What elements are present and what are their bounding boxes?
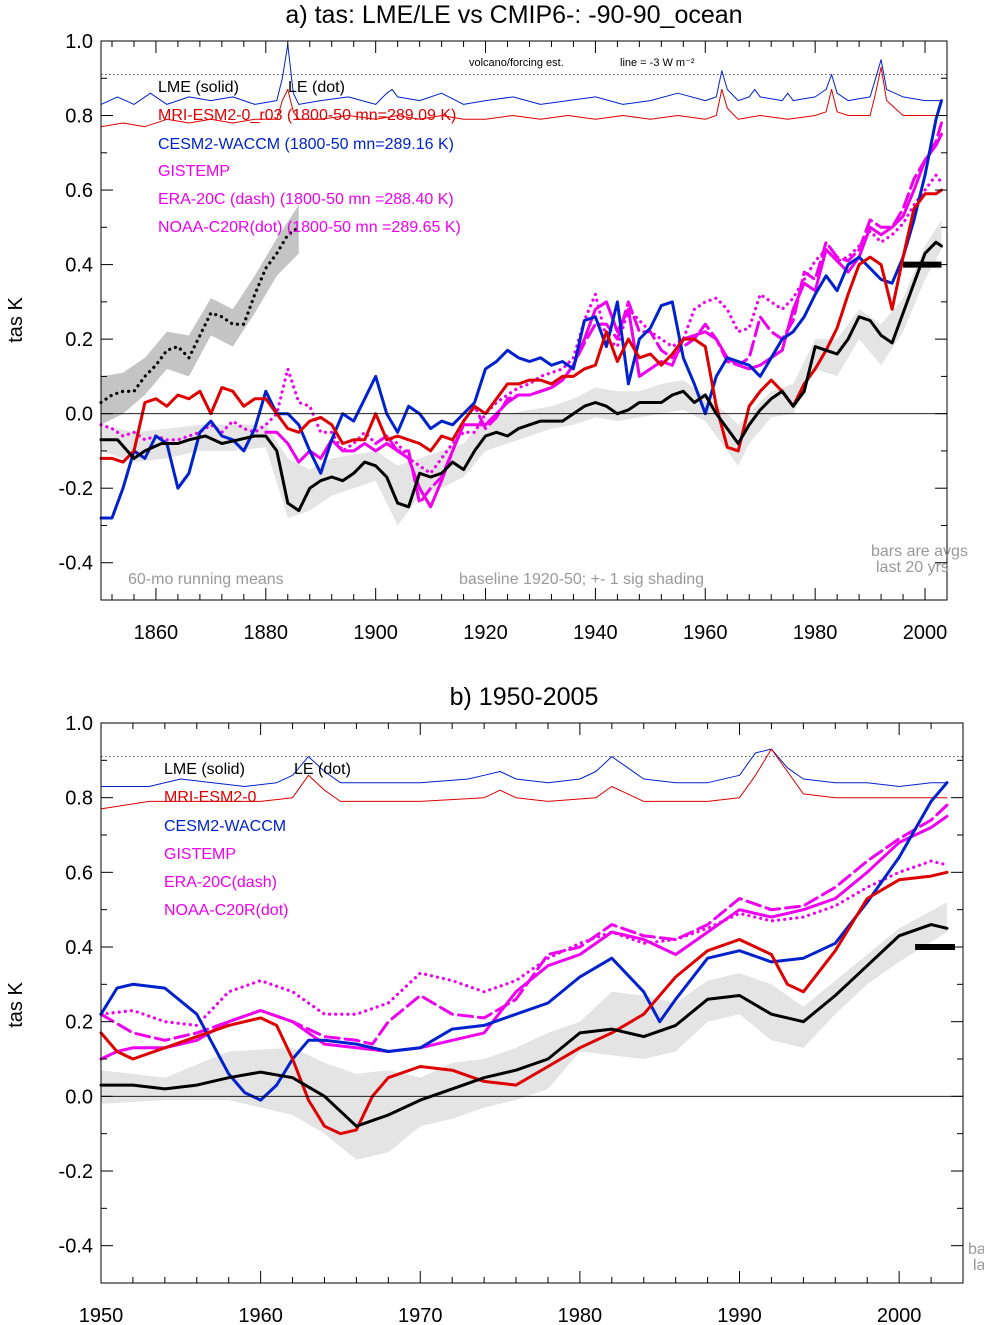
y-tick-label: 0.2 bbox=[65, 1012, 93, 1034]
sigma-shading bbox=[101, 902, 947, 1160]
legend-b-cesm: CESM2-WACCM bbox=[164, 818, 286, 835]
volcano-label: volcano/forcing est. bbox=[469, 57, 564, 69]
legend-b-noaa: NOAA-C20R(dot) bbox=[164, 902, 288, 919]
x-tick-label: 1860 bbox=[134, 622, 179, 644]
legend-noaa: NOAA-C20R(dot) (1800-50 mn =289.65 K) bbox=[158, 219, 461, 236]
bars-note-b-1: ba bbox=[968, 1241, 984, 1258]
y-tick-label: -0.4 bbox=[59, 553, 93, 575]
x-tick-label: 2000 bbox=[903, 622, 948, 644]
legend-b-le-header: LE (dot) bbox=[294, 761, 351, 778]
forcing-line-label: line = -3 W m⁻² bbox=[620, 57, 695, 69]
bars-note-2: last 20 yrs bbox=[876, 559, 949, 576]
series-lme_top bbox=[100, 748, 948, 810]
panel-b-ylabel: tas K bbox=[5, 982, 27, 1028]
legend-b-mri: MRI-ESM2-0 bbox=[164, 789, 257, 806]
panel-b-legend: LME (solid) LE (dot) MRI-ESM2-0 CESM2-WA… bbox=[164, 761, 351, 919]
panel-a-axes: -0.4 -0.2 0.0 0.2 0.4 0.6 0.8 1.0 1860 1880 1900 19… bbox=[59, 31, 948, 644]
y-tick-label: 0.4 bbox=[65, 937, 93, 959]
x-tick-label: 1980 bbox=[793, 622, 838, 644]
y-tick-label: 0.8 bbox=[65, 106, 93, 128]
bars-note-b-2: la bbox=[973, 1257, 984, 1274]
panel-a-title: a) tas: LME/LE vs CMIP6-: -90-90_ocean bbox=[285, 1, 742, 29]
x-tick-label: 1940 bbox=[573, 622, 618, 644]
series-le_top bbox=[100, 748, 948, 787]
panel-a-legend: LME (solid) LE (dot) MRI-ESM2-0_r03 (180… bbox=[158, 79, 461, 236]
y-tick-label: 0.4 bbox=[65, 255, 93, 277]
legend-le-header: LE (dot) bbox=[288, 79, 345, 96]
panel-b-shading bbox=[101, 902, 947, 1160]
series-mri bbox=[99, 870, 949, 1136]
running-means-note: 60-mo running means bbox=[128, 571, 284, 588]
legend-b-gistemp: GISTEMP bbox=[164, 846, 236, 863]
series-lme bbox=[99, 923, 949, 1128]
x-tick-label: 1950 bbox=[79, 1305, 124, 1325]
series-lme bbox=[99, 240, 943, 513]
series-gistemp bbox=[264, 132, 943, 509]
y-tick-label: 0.0 bbox=[65, 1086, 93, 1108]
plot-frame bbox=[100, 722, 964, 1284]
series-le_top bbox=[100, 44, 942, 105]
panel-a-ylabel: tas K bbox=[5, 297, 27, 343]
x-tick-label: 1920 bbox=[463, 622, 508, 644]
series-lme_top bbox=[100, 66, 942, 128]
x-tick-label: 1970 bbox=[398, 1305, 443, 1325]
x-tick-label: 1960 bbox=[683, 622, 728, 644]
panel-b-series bbox=[99, 748, 949, 1136]
legend-cesm: CESM2-WACCM (1800-50 mn=289.16 K) bbox=[158, 136, 454, 153]
x-tick-label: 2000 bbox=[877, 1305, 922, 1325]
le-shading bbox=[101, 205, 299, 425]
x-tick-label: 1990 bbox=[717, 1305, 762, 1325]
panel-b: b) 1950-2005 tas K -0.4 -0.2 0.0 0.2 0.4 0.6 0… bbox=[5, 683, 984, 1325]
legend-era: ERA-20C (dash) (1800-50 mn =288.40 K) bbox=[158, 191, 454, 208]
y-tick-label: 1.0 bbox=[65, 713, 93, 735]
legend-lme-header: LME (solid) bbox=[158, 79, 239, 96]
x-tick-label: 1900 bbox=[353, 622, 398, 644]
y-tick-label: 0.8 bbox=[65, 788, 93, 810]
panel-a-series bbox=[99, 44, 944, 520]
bars-note-1: bars are avgs bbox=[871, 543, 968, 560]
panel-b-title: b) 1950-2005 bbox=[450, 683, 599, 711]
legend-b-era: ERA-20C(dash) bbox=[164, 874, 277, 891]
legend-gistemp: GISTEMP bbox=[158, 163, 230, 180]
y-tick-label: -0.4 bbox=[59, 1236, 93, 1258]
y-tick-label: -0.2 bbox=[59, 478, 93, 500]
sigma-shading bbox=[101, 219, 942, 526]
y-tick-label: 0.6 bbox=[65, 862, 93, 884]
panel-a-shading bbox=[101, 205, 942, 526]
y-tick-label: 0.6 bbox=[65, 180, 93, 202]
legend-b-lme-header: LME (solid) bbox=[164, 761, 245, 778]
plot-frame bbox=[100, 40, 948, 601]
series-cesm bbox=[99, 781, 949, 1102]
series-noaa bbox=[99, 859, 949, 1028]
legend-mri: MRI-ESM2-0_r03 (1800-50 mn=289.09 K) bbox=[158, 107, 456, 124]
series-le bbox=[99, 225, 301, 405]
x-tick-label: 1880 bbox=[244, 622, 289, 644]
series-cesm bbox=[99, 99, 943, 520]
x-tick-label: 1980 bbox=[558, 1305, 603, 1325]
y-tick-label: 1.0 bbox=[65, 31, 93, 53]
y-tick-label: 0.0 bbox=[65, 404, 93, 426]
y-tick-label: 0.2 bbox=[65, 329, 93, 351]
y-tick-label: -0.2 bbox=[59, 1161, 93, 1183]
panel-a: a) tas: LME/LE vs CMIP6-: -90-90_ocean t… bbox=[5, 1, 968, 644]
panel-b-axes: -0.4 -0.2 0.0 0.2 0.4 0.6 0.8 1.0 1950 1960 1970 19… bbox=[59, 713, 964, 1325]
x-tick-label: 1960 bbox=[238, 1305, 283, 1325]
baseline-note: baseline 1920-50; +- 1 sig shading bbox=[459, 571, 704, 588]
